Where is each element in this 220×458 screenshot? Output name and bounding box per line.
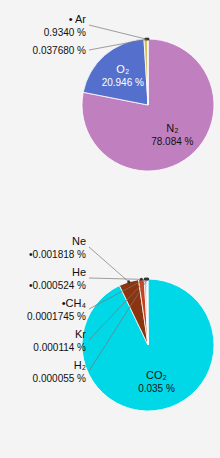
leader-line <box>89 247 129 282</box>
pie <box>82 39 214 171</box>
slice-name: Ne <box>72 235 86 247</box>
slice-name: O₂ <box>116 63 129 75</box>
leader-line <box>89 279 145 309</box>
leader-line <box>89 39 148 50</box>
leader-dot <box>146 38 149 41</box>
chart-container: N₂ 78.084 % O₂ 20.946 % • Ar 0.9340 % 0.037680… <box>0 0 220 458</box>
pie-labels: CO₂ 0.035 % Ne •0.001818 % He •0.000524 % •CH₄… <box>27 235 175 394</box>
slice-name: H₂ <box>74 359 86 371</box>
leader-dot <box>146 278 149 281</box>
pie <box>82 279 214 411</box>
slice-value: 0.0001745 % <box>27 311 86 322</box>
pie-slice <box>147 279 149 345</box>
slice-value: 0.000055 % <box>33 373 86 384</box>
pie-labels: N₂ 78.084 % O₂ 20.946 % • Ar 0.9340 % 0.037680… <box>33 13 194 147</box>
pie-slice <box>146 279 148 345</box>
slice-value: 0.9340 % <box>44 27 86 38</box>
slice-name: Kr <box>75 328 86 340</box>
leader-line <box>89 278 141 279</box>
slice-value: 0.035 % <box>138 383 175 394</box>
slice-value: 0.037680 % <box>33 45 86 56</box>
leader-dot <box>127 280 130 283</box>
pie-slice <box>138 279 148 345</box>
slice-name: He <box>72 266 86 278</box>
pie-slice <box>144 279 148 345</box>
pie-slice <box>83 39 148 105</box>
slice-value: 0.000114 % <box>33 342 86 353</box>
slice-value: 20.946 % <box>102 77 144 88</box>
pie-slice <box>119 280 148 345</box>
leader-line <box>89 25 146 39</box>
pie-slice <box>82 39 214 171</box>
pie-slice <box>147 39 148 105</box>
pie-slice <box>144 39 148 105</box>
leader-dot <box>145 278 148 281</box>
pie-slice <box>82 279 214 411</box>
slice-name: N₂ <box>166 122 178 134</box>
slice-name: •CH₄ <box>62 297 87 309</box>
slice-name: • Ar <box>69 13 87 25</box>
slice-value: •0.000524 % <box>29 280 86 291</box>
slice-value: •0.001818 % <box>29 249 86 260</box>
slice-value: 78.084 % <box>151 136 193 147</box>
slice-name: CO₂ <box>146 369 167 381</box>
pie-figure: N₂ 78.084 % O₂ 20.946 % • Ar 0.9340 % 0.037680… <box>0 0 220 458</box>
leader-line <box>89 279 148 371</box>
leader-line <box>89 279 147 340</box>
